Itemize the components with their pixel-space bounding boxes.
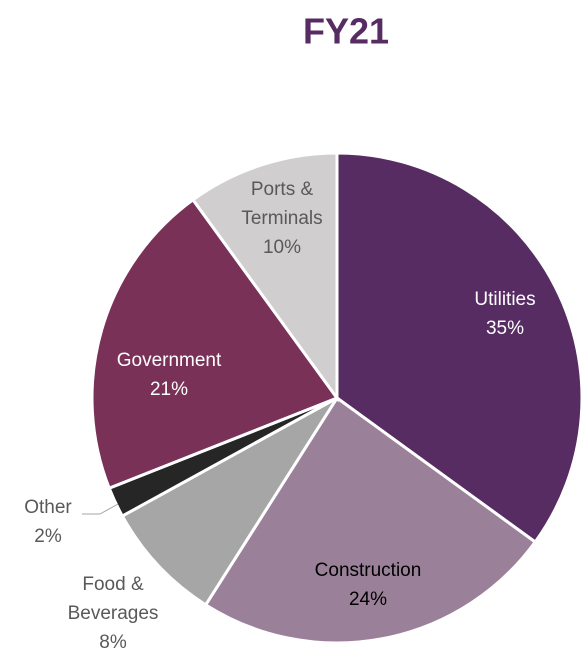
category-line: Ports & [251,179,314,200]
category-label: Construction [315,560,422,581]
value-label: 10% [263,237,301,258]
value-label: 8% [99,632,127,652]
data-label: Construction 24% [315,560,422,610]
value-label: 21% [150,379,188,400]
data-label: Other 2% [24,497,72,547]
category-line: Government [117,350,222,371]
pie-slice [203,395,538,645]
category-label: Government [117,350,222,371]
data-label: Food & Beverages 8% [68,574,159,652]
leader-line [82,503,119,515]
category-label: Food & Beverages [68,574,159,624]
value-label: 2% [34,526,62,547]
value-label: 24% [349,589,387,610]
category-line: Construction [315,560,422,581]
pie-slice [90,197,340,491]
category-line: Other [24,497,72,518]
chart-title: FY21 [303,11,389,52]
data-label: Government 21% [117,350,222,400]
data-label: Ports & Terminals 10% [241,179,322,258]
category-label: Ports & Terminals [241,179,322,229]
pie-slice [120,396,339,607]
category-label: Other [24,497,72,518]
value-label: 35% [486,318,524,339]
pie-slice [190,151,339,403]
category-line: Utilities [474,289,535,310]
pie-slice [335,151,584,545]
category-line: Terminals [241,208,322,229]
category-line: Food & [82,574,144,595]
category-line: Beverages [68,603,159,624]
category-label: Utilities [474,289,535,310]
data-label: Utilities 35% [474,289,535,339]
